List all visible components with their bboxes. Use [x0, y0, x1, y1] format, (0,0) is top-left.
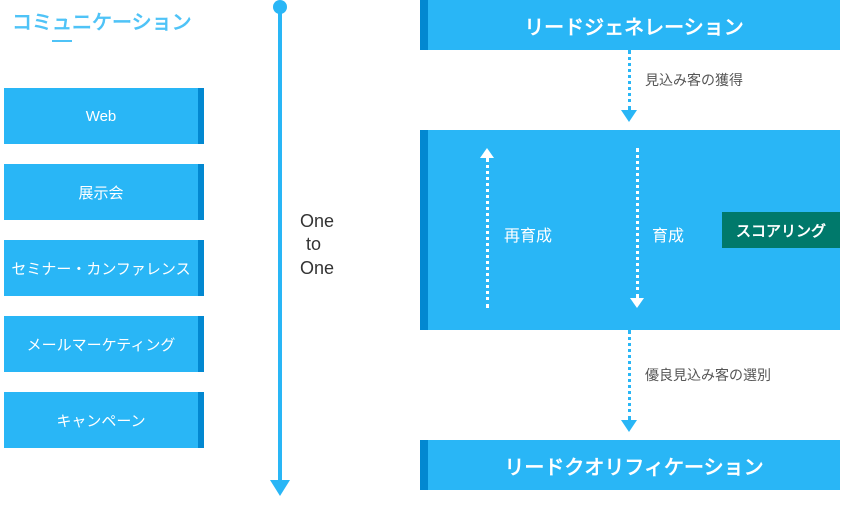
timeline-arrow: [270, 480, 290, 496]
oto-line1: One: [300, 210, 334, 233]
renurture-line: [486, 158, 489, 308]
flow2-arrow: [621, 420, 637, 432]
nurture-arrow: [630, 298, 644, 308]
header-underline: [52, 40, 72, 42]
left-item-web: Web: [4, 88, 204, 144]
left-item-campaign: キャンペーン: [4, 392, 204, 448]
nurture-line: [636, 148, 639, 298]
flow2-line: [628, 330, 631, 420]
stage-lead-generation: リードジェネレーション: [420, 0, 840, 50]
oto-line2: to: [300, 233, 334, 256]
flow1-arrow: [621, 110, 637, 122]
flow1-label: 見込み客の獲得: [645, 70, 743, 90]
renurture-arrow: [480, 148, 494, 158]
left-header: コミュニケーション: [12, 6, 192, 35]
flow1-line: [628, 50, 631, 110]
one-to-one-label: One to One: [300, 210, 334, 280]
scoring-box: スコアリング: [722, 212, 840, 248]
stage-lead-qualification: リードクオリフィケーション: [420, 440, 840, 490]
left-item-seminar: セミナー・カンファレンス: [4, 240, 204, 296]
timeline-line: [278, 10, 282, 482]
nurture-panel: 再育成 育成 スコアリング: [420, 130, 840, 330]
renurture-label: 再育成: [504, 222, 552, 246]
left-item-mail: メールマーケティング: [4, 316, 204, 372]
diagram-canvas: コミュニケーション Web 展示会 セミナー・カンファレンス メールマーケティン…: [0, 0, 859, 516]
oto-line3: One: [300, 257, 334, 280]
flow2-label: 優良見込み客の選別: [645, 365, 771, 385]
nurture-label: 育成: [652, 222, 684, 246]
left-item-expo: 展示会: [4, 164, 204, 220]
